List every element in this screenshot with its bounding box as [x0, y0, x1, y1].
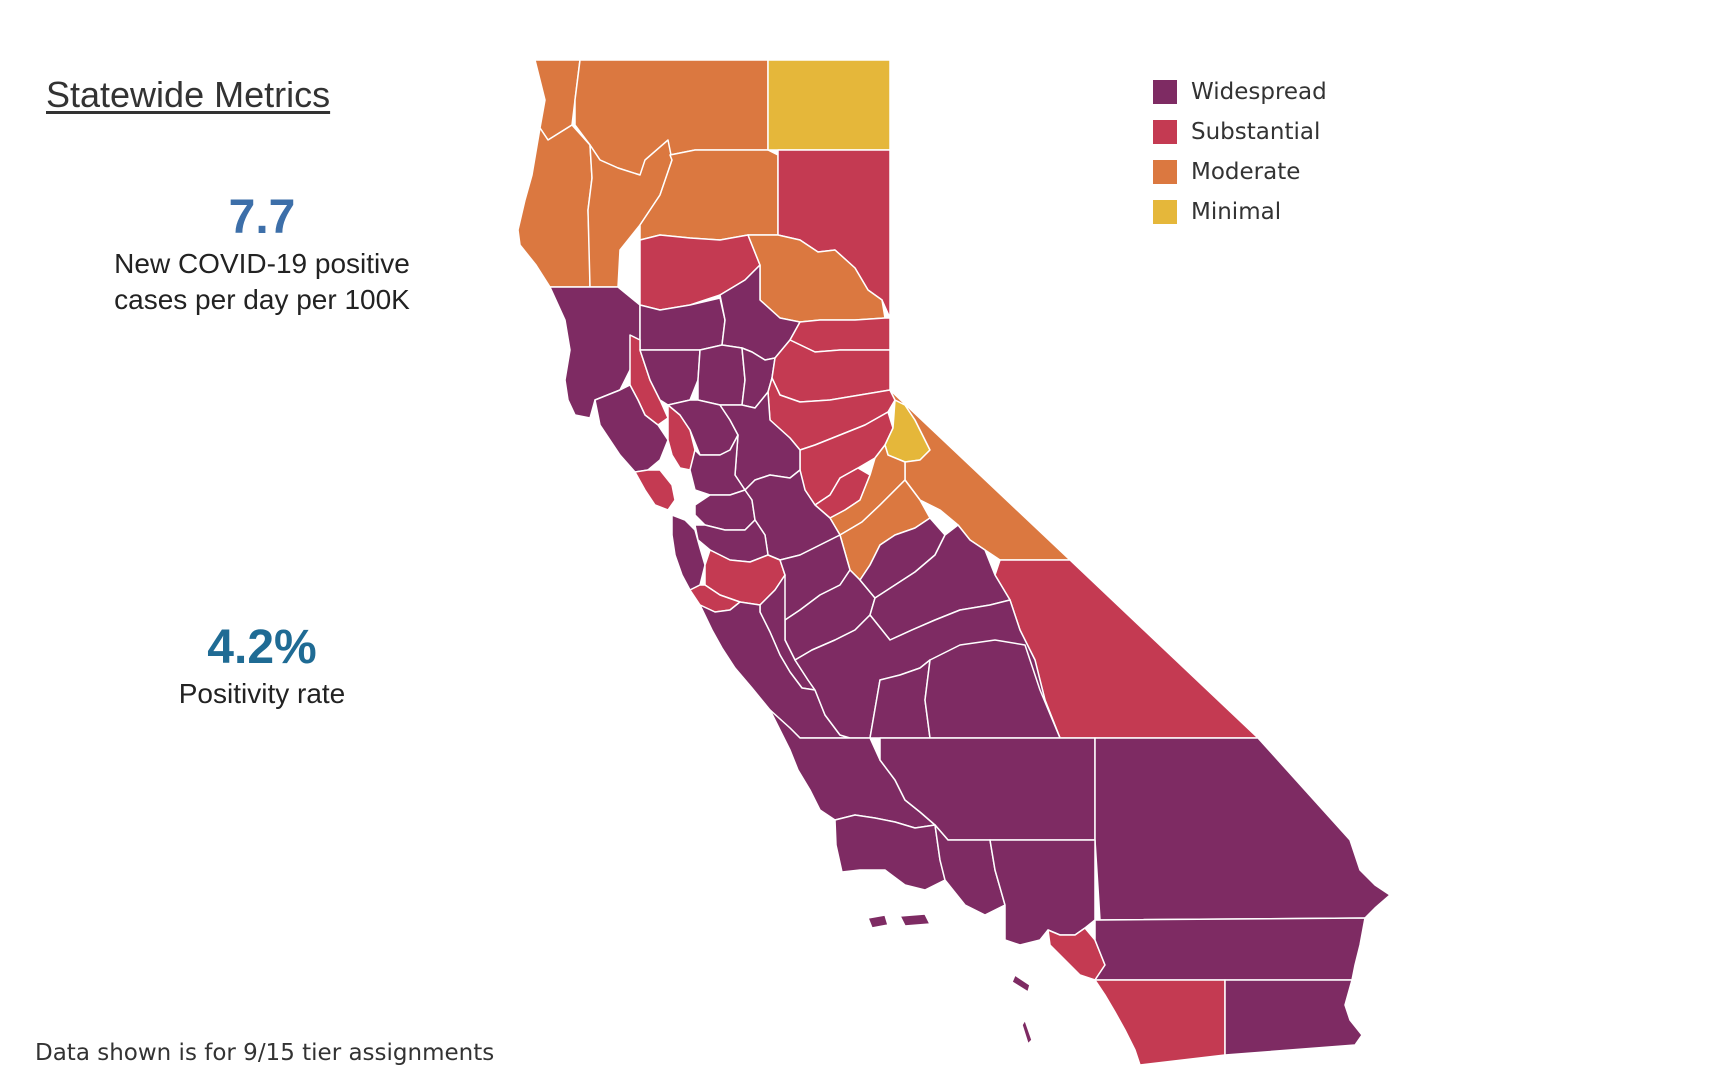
county-santa-barbara[interactable] — [834, 814, 946, 891]
county-colusa[interactable] — [639, 349, 701, 406]
county-humboldt[interactable] — [517, 124, 593, 288]
legend-swatch-moderate — [1153, 160, 1177, 184]
county-san-bernardino[interactable] — [1094, 737, 1391, 921]
county-los-angeles[interactable] — [989, 839, 1096, 946]
county-riverside[interactable] — [1094, 917, 1366, 981]
county-tulare[interactable] — [924, 639, 1061, 739]
legend-swatch-minimal — [1153, 200, 1177, 224]
county-ventura[interactable] — [934, 824, 1006, 916]
county-marin[interactable] — [634, 469, 676, 511]
county-sonoma[interactable] — [594, 384, 669, 473]
legend-item-moderate[interactable]: Moderate — [1153, 152, 1327, 192]
county-modoc[interactable] — [767, 59, 891, 151]
cases-value: 7.7 — [228, 191, 296, 244]
tier-legend: Widespread Substantial Moderate Minimal — [1153, 72, 1327, 232]
positivity-metric: 4.2% Positivity rate — [52, 620, 472, 712]
positivity-label: Positivity rate — [178, 678, 346, 709]
footnote: Data shown is for 9/15 tier assignments — [35, 1040, 495, 1066]
legend-item-substantial[interactable]: Substantial — [1153, 112, 1327, 152]
cases-label-line2: cases per day per 100K — [114, 284, 410, 315]
legend-label-substantial: Substantial — [1191, 119, 1321, 145]
county-sutter[interactable] — [697, 344, 746, 406]
island-santa-rosa — [867, 914, 889, 929]
island-santa-catalina — [1011, 974, 1031, 993]
legend-label-moderate: Moderate — [1191, 159, 1301, 185]
legend-swatch-substantial — [1153, 120, 1177, 144]
county-imperial[interactable] — [1224, 979, 1363, 1056]
page-title: Statewide Metrics — [46, 74, 331, 115]
cases-metric: 7.7 New COVID-19 positive cases per day … — [52, 190, 472, 318]
legend-item-minimal[interactable]: Minimal — [1153, 192, 1327, 232]
legend-swatch-widespread — [1153, 80, 1177, 104]
county-contra-costa[interactable] — [694, 489, 756, 531]
county-solano[interactable] — [689, 434, 746, 496]
positivity-value: 4.2% — [207, 621, 317, 674]
cases-label-line1: New COVID-19 positive — [114, 248, 410, 279]
island-santa-cruz — [899, 913, 931, 927]
county-san-diego[interactable] — [1094, 979, 1226, 1066]
legend-label-widespread: Widespread — [1191, 79, 1327, 105]
legend-label-minimal: Minimal — [1191, 199, 1282, 225]
legend-item-widespread[interactable]: Widespread — [1153, 72, 1327, 112]
island-san-clemente — [1021, 1019, 1033, 1045]
